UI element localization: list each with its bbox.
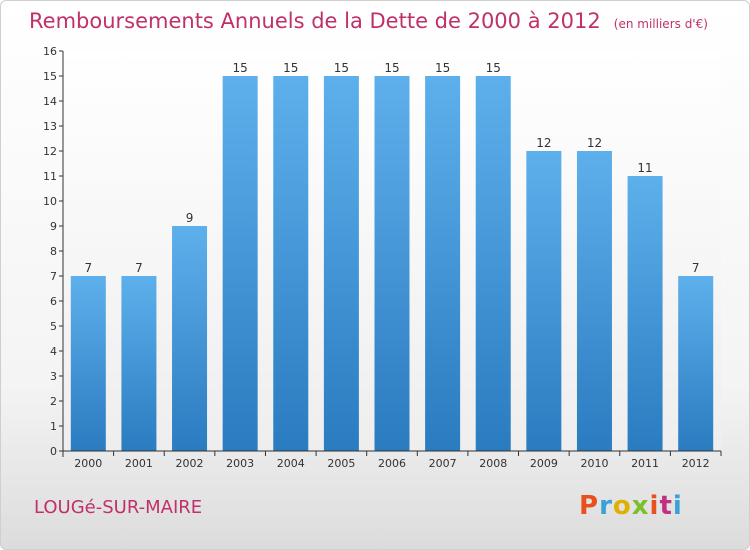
logo-letter: P [579,491,600,521]
data-label-2008: 15 [486,61,501,75]
y-tick-label-3: 3 [50,370,57,383]
logo-letter: o [612,491,632,521]
bar-2002 [172,226,208,451]
x-tick-label-2005: 2005 [327,457,355,470]
y-tick-label-15: 15 [43,70,57,83]
y-tick-label-12: 12 [43,145,57,158]
x-tick-label-2004: 2004 [277,457,305,470]
y-tick-label-14: 14 [43,95,57,108]
x-tick-label-2002: 2002 [176,457,204,470]
logo-letter: i [649,491,660,521]
town-name: LOUGé-SUR-MAIRE [34,497,203,518]
y-tick-label-7: 7 [50,270,57,283]
data-label-2005: 15 [334,61,349,75]
bar-2003 [222,76,258,451]
proxiti-logo: Proxiti [579,491,683,521]
bar-2009 [526,151,562,451]
bar-2006 [374,76,410,451]
data-label-2010: 12 [587,136,602,150]
data-label-2007: 15 [435,61,450,75]
data-label-2006: 15 [384,61,399,75]
x-axis: 2000 2001 2002 2003 2004 2005 2006 2007 2008 2009… [62,450,722,470]
data-label-2000: 7 [84,261,92,275]
y-tick-label-2: 2 [50,395,57,408]
x-tick-label-2003: 2003 [226,457,254,470]
x-tick-label-2000: 2000 [74,457,102,470]
y-tick-label-5: 5 [50,320,57,333]
x-tick-label-2011: 2011 [631,457,659,470]
chart-title: Remboursements Annuels de la Dette de 20… [29,9,708,33]
data-label-2002: 9 [186,211,194,225]
y-tick-label-4: 4 [50,345,57,358]
bar-2010 [576,151,612,451]
chart-title-main: Remboursements Annuels de la Dette de 20… [29,9,601,33]
data-label-2011: 11 [637,161,652,175]
logo-letter: i [672,491,683,521]
x-tick-label-2001: 2001 [125,457,153,470]
data-label-2003: 15 [233,61,248,75]
data-labels: 7 7 9 15 15 15 15 15 15 12 12 11 7 [84,61,699,275]
y-tick-label-1: 1 [50,420,57,433]
x-tick-label-2012: 2012 [682,457,710,470]
logo-letter: r [599,491,613,521]
bar-2011 [627,176,663,451]
bar-2001 [121,276,157,451]
bar-2012 [678,276,714,451]
y-tick-label-6: 6 [50,295,57,308]
bar-2008 [475,76,511,451]
data-label-2009: 12 [536,136,551,150]
y-tick-label-8: 8 [50,245,57,258]
x-tick-label-2008: 2008 [479,457,507,470]
y-tick-label-0: 0 [50,445,57,458]
logo-letter: x [631,491,650,521]
y-tick-label-11: 11 [43,170,57,183]
x-tick-label-2009: 2009 [530,457,558,470]
bars [70,76,714,451]
y-tick-label-10: 10 [43,195,57,208]
bar-2007 [425,76,461,451]
x-tick-label-2006: 2006 [378,457,406,470]
data-label-2001: 7 [135,261,143,275]
data-label-2004: 15 [283,61,298,75]
y-tick-label-13: 13 [43,120,57,133]
data-label-2012: 7 [692,261,700,275]
x-tick-label-2007: 2007 [429,457,457,470]
logo-letter: t [659,491,673,521]
bar-2000 [70,276,106,451]
y-tick-label-16: 16 [43,45,57,58]
chart-title-unit: (en milliers d'€) [613,17,708,31]
y-tick-label-9: 9 [50,220,57,233]
bar-2004 [273,76,309,451]
x-tick-label-2010: 2010 [580,457,608,470]
bar-2005 [323,76,359,451]
